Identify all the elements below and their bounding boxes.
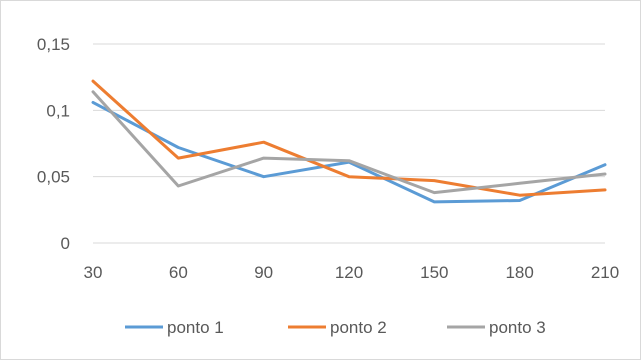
- legend-label: ponto 3: [489, 318, 546, 337]
- x-tick-label: 120: [335, 263, 363, 282]
- x-tick-label: 60: [169, 263, 188, 282]
- series-line-ponto-2: [91, 79, 607, 197]
- x-tick-label: 30: [84, 263, 103, 282]
- x-tick-label: 150: [420, 263, 448, 282]
- y-tick-label: 0: [61, 234, 70, 253]
- series-line-ponto-3: [91, 90, 607, 195]
- y-tick-label: 0,1: [46, 101, 70, 120]
- legend-label: ponto 1: [167, 318, 224, 337]
- x-tick-label: 210: [591, 263, 619, 282]
- y-axis-tick-labels: 0 0,05 0,1 0,15: [37, 35, 70, 253]
- x-tick-label: 90: [254, 263, 273, 282]
- x-tick-label: 180: [505, 263, 533, 282]
- legend-label: ponto 2: [330, 318, 387, 337]
- y-tick-label: 0,05: [37, 168, 70, 187]
- x-axis-tick-labels: 30 60 90 120 150 180 210: [84, 263, 620, 282]
- legend: ponto 1 ponto 2 ponto 3: [125, 318, 546, 337]
- y-tick-label: 0,15: [37, 35, 70, 54]
- series-lines: [91, 79, 607, 204]
